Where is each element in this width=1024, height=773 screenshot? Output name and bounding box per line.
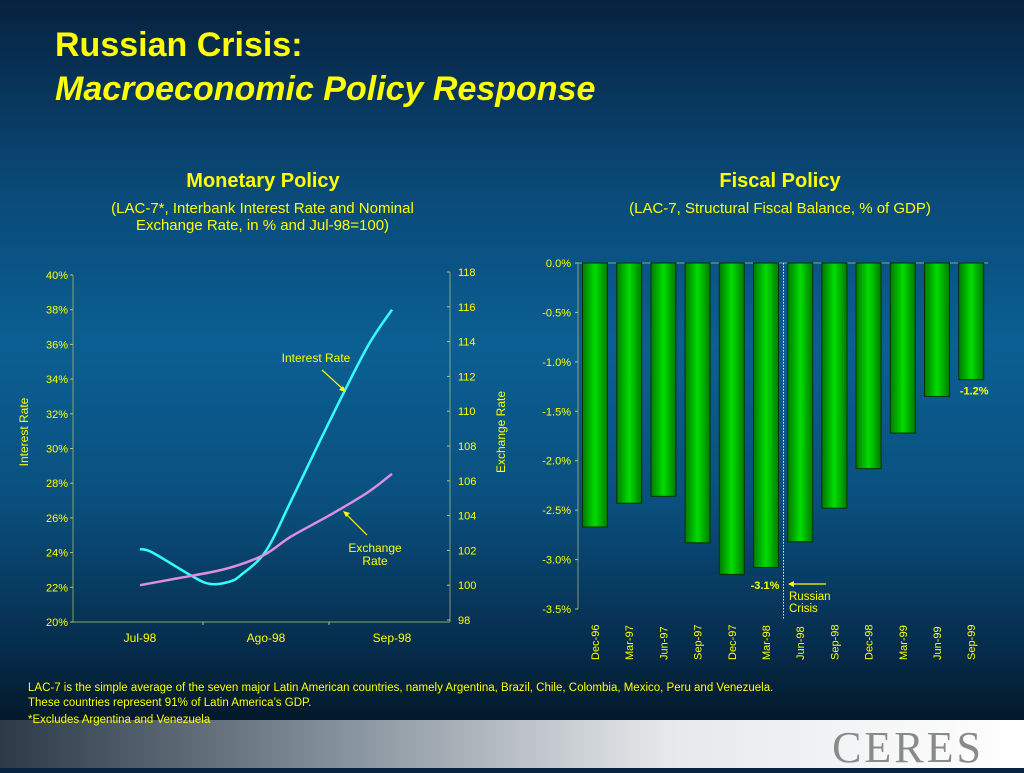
fiscal-x-label: Dec-98 [864,625,876,660]
left-tick-label: 20% [46,617,68,629]
fiscal-bar [924,262,950,397]
left-tick-label: 32% [46,409,68,421]
fiscal-x-label: Sep-99 [966,625,978,660]
exchange-arrow [345,513,368,536]
fiscal-bar [582,262,608,528]
right-tick-label: 104 [458,511,476,523]
fiscal-tick-label: 0.0% [546,258,571,270]
left-tick-label: 34% [46,374,68,386]
exchange-arrow-head [343,511,350,517]
exchange-rate-label: Rate [362,554,388,568]
fiscal-x-label: Sep-98 [829,625,841,660]
fiscal-tick-label: -2.0% [542,456,571,468]
monetary-title: Monetary Policy [186,170,340,192]
fiscal-x-label: Dec-97 [727,625,739,660]
interest-rate-line [139,309,394,586]
interest-arrow-head [339,386,346,392]
fiscal-bar [650,262,677,497]
right-tick-label: 108 [458,441,476,453]
fiscal-x-label: Dec-96 [590,625,602,660]
fiscal-tick-label: -3.0% [542,555,571,567]
fiscal-bar [889,262,916,434]
left-tick-label: 40% [46,270,68,282]
fiscal-data-label: -3.1% [751,580,780,592]
fiscal-x-label: Jun-98 [795,626,807,660]
footnote-2: These countries represent 91% of Latin A… [28,697,312,709]
left-tick-label: 26% [46,513,68,525]
left-tick-label: 36% [46,339,68,351]
left-tick-label: 30% [46,444,68,456]
fiscal-subtitle: (LAC-7, Structural Fiscal Balance, % of … [629,200,931,217]
x-tick-label: Ago-98 [247,631,286,645]
right-tick-label: 100 [458,580,476,592]
interest-rate-label: Interest Rate [282,351,351,365]
right-axis-title: Exchange Rate [494,391,508,473]
x-tick-label: Jul-98 [124,631,157,645]
fiscal-data-label: -1.2% [960,386,989,398]
left-tick-label: 24% [46,548,68,560]
interest-arrow [321,369,345,391]
fiscal-bar [753,262,779,568]
right-tick-label: 114 [458,337,476,349]
fiscal-bar [684,262,711,544]
russian-crisis-label: Russian [789,591,831,603]
left-tick-label: 22% [46,582,68,594]
left-tick-label: 38% [46,305,68,317]
exchange-rate-line [139,472,393,587]
slide-subtitle: Macroeconomic Policy Response [55,70,596,108]
fiscal-tick-label: -1.5% [542,406,571,418]
monetary-subtitle: (LAC-7*, Interbank Interest Rate and Nom… [111,200,414,234]
fiscal-tick-label: -1.0% [542,357,571,369]
x-tick-label: Sep-98 [373,631,412,645]
ceres-logo: CERES [832,723,984,772]
fiscal-tick-label: -2.5% [542,505,571,517]
right-tick-label: 116 [458,302,476,314]
slide-title: Russian Crisis: [55,26,303,64]
fiscal-x-label: Sep-97 [693,625,705,660]
fiscal-bar [616,262,643,504]
charts-canvas: 20% 22% 24% 26% 28% 30% 32% 34% 36% 38% 40% 98 100 10… [17,258,989,660]
footnote-1: LAC-7 is the simple average of the seven… [28,682,774,694]
fiscal-x-label: Jun-97 [658,626,670,660]
fiscal-bar [787,262,814,543]
crisis-arrow-head [788,581,794,587]
left-tick-label: 28% [46,478,68,490]
footnote-3: *Excludes Argentina and Venezuela [28,714,211,726]
fiscal-title: Fiscal Policy [719,170,841,192]
fiscal-x-label: Mar-97 [624,625,636,660]
right-tick-label: 106 [458,476,476,488]
fiscal-bar [718,262,745,575]
fiscal-x-label: Jun-99 [932,626,944,660]
exchange-rate-label: Exchange [348,541,402,555]
right-tick-label: 112 [458,371,476,383]
right-tick-label: 102 [458,545,476,557]
fiscal-tick-label: -3.5% [542,604,571,616]
fiscal-tick-label: -0.5% [542,307,571,319]
footer-band [0,720,1024,768]
fiscal-x-label: Mar-98 [761,625,773,660]
right-tick-label: 110 [458,406,476,418]
fiscal-bar [958,262,985,381]
fiscal-bar [821,262,848,509]
russian-crisis-label: Crisis [789,603,818,615]
fiscal-x-label: Mar-99 [898,625,910,660]
right-tick-label: 118 [458,267,476,279]
left-axis-title: Interest Rate [17,397,31,466]
fiscal-bar [855,262,882,470]
right-tick-label: 98 [458,615,470,627]
